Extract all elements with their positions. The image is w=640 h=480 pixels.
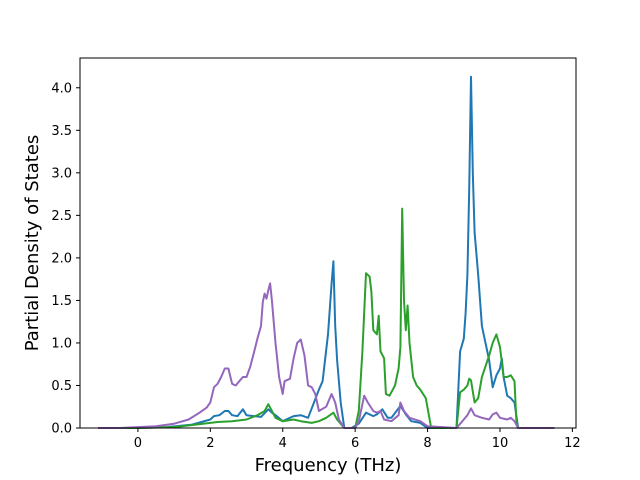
series-line-1: [98, 75, 555, 429]
y-tick-label: 3.0: [51, 166, 72, 181]
y-tick-label: 1.0: [51, 336, 72, 351]
x-axis-label: Frequency (THz): [255, 455, 402, 476]
series-line-3: [98, 282, 555, 429]
series-layer: [98, 75, 555, 429]
x-tick-label: 8: [423, 436, 431, 451]
y-tick-label: 1.5: [51, 294, 72, 309]
y-tick-label: 0.0: [51, 422, 72, 437]
plot-frame: [79, 57, 577, 429]
y-tick-label: 2.5: [51, 209, 72, 224]
series-line-2: [98, 207, 555, 429]
y-tick-label: 2.0: [51, 251, 72, 266]
y-tick-label: 4.0: [51, 81, 72, 96]
x-tick-label: 2: [206, 436, 214, 451]
x-axis-ticks: 0 2 4 6 8 10 12: [134, 428, 581, 451]
x-tick-label: 6: [351, 436, 359, 451]
y-axis-ticks: 0.0 0.5 1.0 1.5 2.0 2.5 3.0 3.5 4.0: [51, 81, 80, 437]
y-tick-label: 3.5: [51, 124, 72, 139]
x-tick-label: 4: [279, 436, 287, 451]
x-tick-label: 10: [492, 436, 509, 451]
x-tick-label: 0: [134, 436, 142, 451]
y-axis-label: Partial Density of States: [22, 135, 43, 352]
x-tick-label: 12: [564, 436, 581, 451]
y-tick-label: 0.5: [51, 379, 72, 394]
